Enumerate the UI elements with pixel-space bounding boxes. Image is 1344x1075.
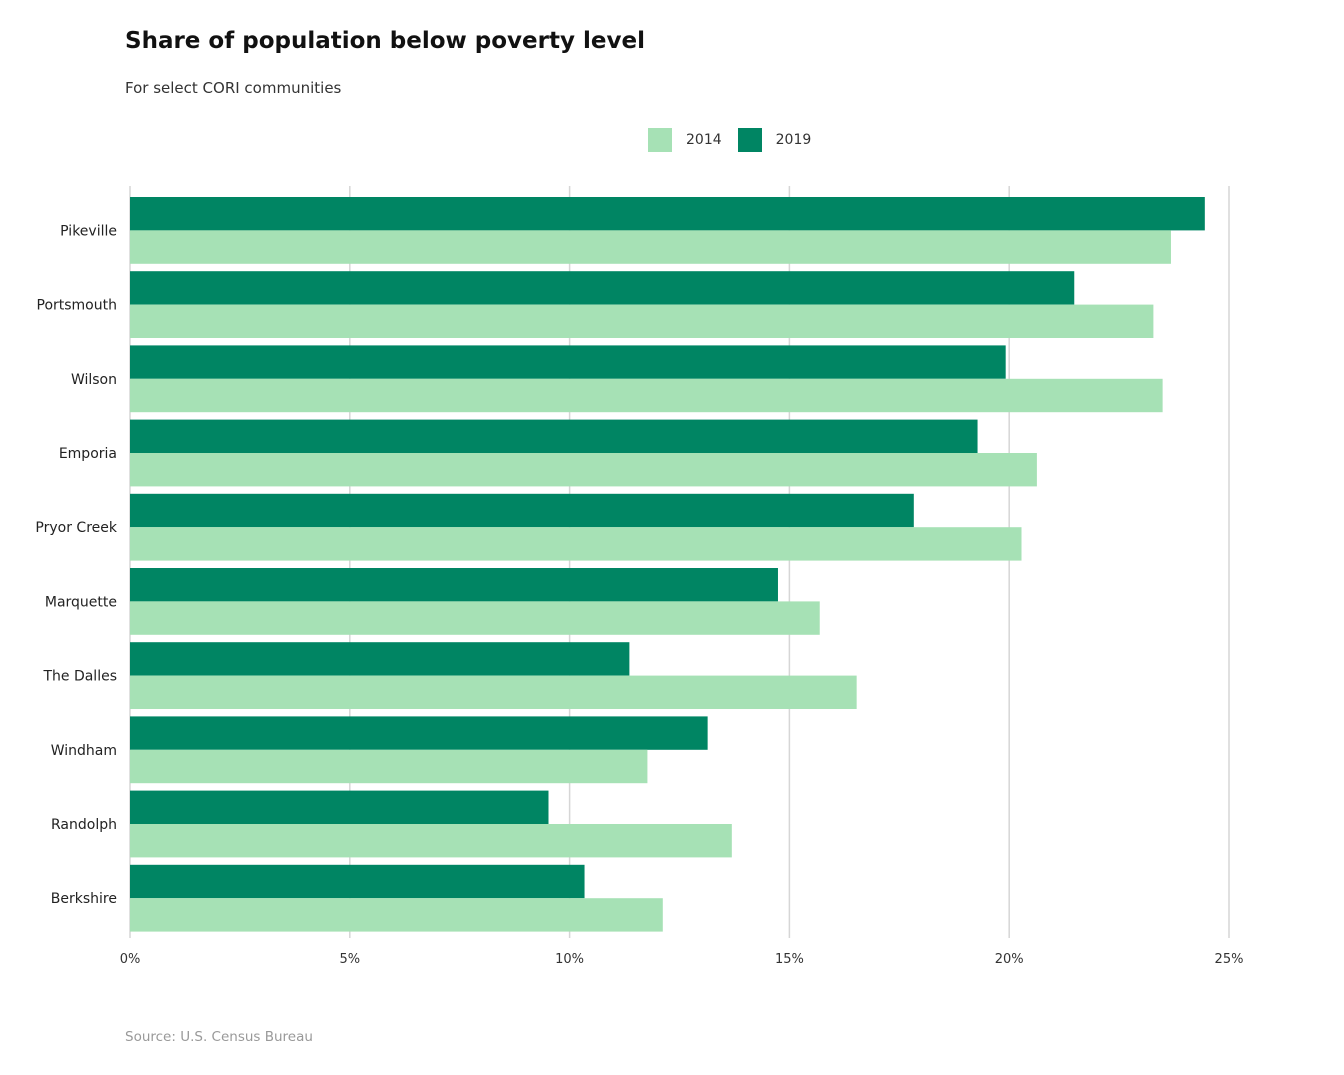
bar-2019-2 xyxy=(130,345,1006,379)
category-label-4: Pryor Creek xyxy=(35,520,117,536)
bar-2014-1 xyxy=(130,304,1154,338)
chart-source: Source: U.S. Census Bureau xyxy=(125,1029,313,1045)
category-label-3: Emporia xyxy=(59,446,117,462)
x-tick-label-4: 20% xyxy=(995,952,1024,967)
x-tick-label-3: 15% xyxy=(775,952,804,967)
chart-subtitle: For select CORI communities xyxy=(125,79,342,97)
bar-2019-4 xyxy=(130,493,914,528)
bar-2019-7 xyxy=(130,716,708,750)
bar-2014-9 xyxy=(130,898,663,932)
legend-label-2019: 2019 xyxy=(775,132,812,148)
category-label-8: Randolph xyxy=(51,817,117,833)
bar-2019-3 xyxy=(130,419,978,453)
category-label-2: Wilson xyxy=(71,372,117,388)
chart-title: Share of population below poverty level xyxy=(125,28,645,54)
legend-swatch-2014 xyxy=(648,128,672,152)
bar-2014-6 xyxy=(130,675,857,709)
x-tick-label-1: 5% xyxy=(339,952,360,967)
x-tick-label-5: 25% xyxy=(1215,952,1244,967)
bar-2019-5 xyxy=(130,568,778,602)
category-label-7: Windham xyxy=(51,743,117,759)
bar-2019-1 xyxy=(130,271,1075,305)
x-tick-label-0: 0% xyxy=(120,952,141,967)
category-label-6: The Dalles xyxy=(42,669,117,685)
legend-item-2014: 2014 xyxy=(648,128,722,152)
bar-2019-6 xyxy=(130,642,630,676)
category-label-1: Portsmouth xyxy=(37,298,118,314)
bar-2014-7 xyxy=(130,749,648,784)
bar-2019-9 xyxy=(130,864,585,899)
category-label-5: Marquette xyxy=(45,594,117,610)
category-label-9: Berkshire xyxy=(51,891,117,907)
legend-label-2014: 2014 xyxy=(686,132,722,148)
category-label-0: Pikeville xyxy=(60,223,117,239)
bar-2014-8 xyxy=(130,824,732,858)
bar-2014-3 xyxy=(130,453,1037,487)
chart-legend: 2014 2019 xyxy=(648,128,827,152)
bar-2014-2 xyxy=(130,378,1163,413)
bar-2014-4 xyxy=(130,527,1022,561)
x-tick-label-2: 10% xyxy=(555,952,584,967)
bar-2014-5 xyxy=(130,601,820,635)
legend-item-2019: 2019 xyxy=(737,128,812,152)
bar-2019-8 xyxy=(130,790,549,824)
bar-2014-0 xyxy=(130,230,1171,264)
legend-swatch-2019 xyxy=(737,128,762,152)
bar-2019-0 xyxy=(130,197,1205,231)
